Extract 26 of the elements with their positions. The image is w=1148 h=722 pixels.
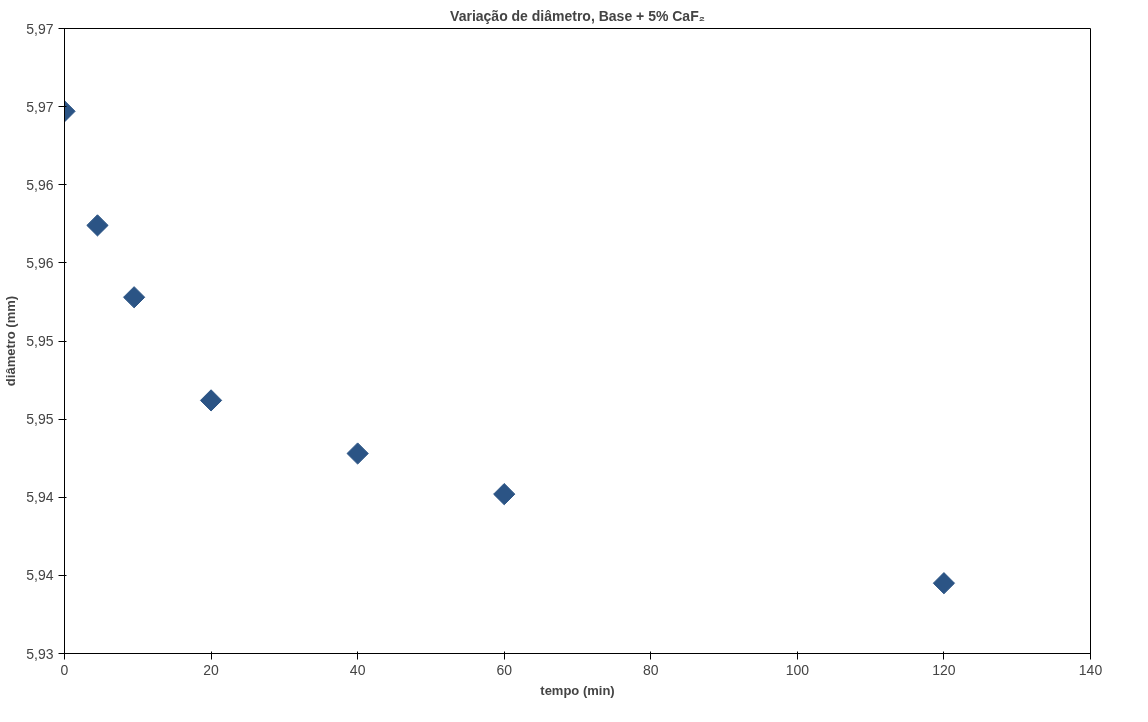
y-tick-label: 5,95 — [26, 333, 54, 349]
chart-title: Variação de diâmetro, Base + 5% CaF₂ — [450, 7, 705, 24]
point — [123, 286, 146, 309]
y-tick-label: 5,97 — [26, 20, 54, 37]
y-tick-label: 5,93 — [26, 645, 54, 662]
y-tick-label: 5,94 — [26, 489, 54, 506]
point — [86, 214, 109, 237]
y-tick-label: 5,96 — [26, 176, 54, 193]
x-tick-label: 20 — [203, 661, 220, 678]
y-tick-label: 5,96 — [26, 254, 54, 271]
x-tick-label: 40 — [349, 661, 366, 678]
point — [346, 442, 369, 465]
x-tick-label: 0 — [60, 661, 69, 678]
x-axis-title: tempo (min) — [540, 682, 615, 698]
x-tick-label: 100 — [785, 661, 810, 678]
x-tick-label: 120 — [932, 661, 956, 678]
point — [932, 572, 956, 595]
x-tick-label: 80 — [643, 661, 659, 678]
y-tick-label: 5,95 — [26, 411, 54, 428]
point — [493, 483, 516, 506]
point — [199, 389, 223, 412]
x-tick-label: 140 — [1078, 661, 1103, 678]
y-axis-title: diâmetro (mm) — [3, 295, 19, 387]
y-tick-label: 5,97 — [26, 98, 54, 115]
x-tick-label: 60 — [496, 661, 513, 678]
y-tick-label: 5,94 — [26, 567, 54, 584]
